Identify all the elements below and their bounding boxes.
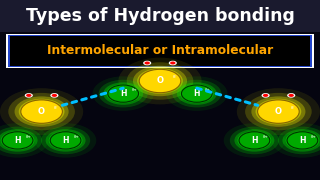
Text: δ⁻: δ⁻	[291, 106, 295, 110]
Circle shape	[258, 100, 299, 123]
Text: H: H	[14, 136, 21, 145]
Circle shape	[0, 88, 83, 135]
Circle shape	[118, 58, 202, 104]
Circle shape	[92, 76, 154, 111]
Bar	[6, 34, 314, 68]
Circle shape	[180, 84, 214, 103]
Bar	[8, 35, 312, 67]
Circle shape	[289, 94, 294, 97]
Circle shape	[35, 123, 96, 158]
Circle shape	[261, 93, 270, 98]
Text: δ+: δ+	[263, 135, 269, 139]
Circle shape	[49, 131, 83, 150]
Text: δ⁻: δ⁻	[54, 106, 59, 110]
Circle shape	[287, 93, 295, 98]
Circle shape	[133, 66, 187, 96]
Circle shape	[26, 94, 31, 97]
Text: Intermolecular or Intramolecular: Intermolecular or Intramolecular	[47, 44, 273, 57]
Text: δ+: δ+	[132, 88, 138, 92]
Circle shape	[50, 93, 59, 98]
Text: δ+: δ+	[205, 88, 211, 92]
Circle shape	[2, 132, 33, 149]
Circle shape	[143, 61, 151, 65]
Text: δ+: δ+	[74, 135, 80, 139]
Circle shape	[166, 76, 228, 111]
Circle shape	[0, 129, 37, 152]
Circle shape	[139, 69, 181, 93]
Circle shape	[245, 93, 312, 130]
Circle shape	[41, 127, 90, 154]
Circle shape	[0, 123, 48, 158]
Circle shape	[255, 99, 301, 125]
Circle shape	[52, 94, 57, 97]
Circle shape	[170, 62, 175, 64]
Circle shape	[50, 132, 81, 149]
Circle shape	[137, 68, 183, 94]
Text: H: H	[251, 136, 258, 145]
Circle shape	[106, 84, 140, 103]
Circle shape	[287, 132, 318, 149]
Circle shape	[278, 127, 320, 154]
Bar	[0, 0, 320, 32]
Circle shape	[239, 132, 270, 149]
Circle shape	[108, 85, 139, 102]
Text: δ⁻: δ⁻	[172, 75, 177, 80]
Circle shape	[172, 80, 221, 107]
Circle shape	[237, 88, 320, 135]
Circle shape	[1, 131, 35, 150]
Circle shape	[224, 123, 285, 158]
Circle shape	[230, 127, 279, 154]
Circle shape	[237, 131, 271, 150]
Circle shape	[252, 96, 305, 127]
Text: H: H	[194, 89, 200, 98]
Circle shape	[21, 100, 62, 123]
Bar	[10, 36, 310, 66]
Text: O: O	[275, 107, 282, 116]
Text: H: H	[62, 136, 69, 145]
Circle shape	[19, 99, 65, 125]
Circle shape	[0, 127, 42, 154]
Circle shape	[263, 94, 268, 97]
Text: H: H	[299, 136, 306, 145]
Circle shape	[99, 80, 148, 107]
Text: O: O	[38, 107, 45, 116]
Circle shape	[46, 129, 85, 152]
Text: O: O	[156, 76, 164, 86]
Circle shape	[272, 123, 320, 158]
Circle shape	[145, 62, 150, 64]
Circle shape	[177, 82, 217, 105]
Circle shape	[127, 62, 193, 100]
Circle shape	[25, 93, 33, 98]
Text: δ+: δ+	[311, 135, 317, 139]
Circle shape	[103, 82, 143, 105]
Circle shape	[8, 93, 75, 130]
Circle shape	[181, 85, 212, 102]
Circle shape	[283, 129, 320, 152]
Circle shape	[15, 96, 69, 127]
Text: Types of Hydrogen bonding: Types of Hydrogen bonding	[26, 7, 294, 25]
Circle shape	[235, 129, 274, 152]
Text: H: H	[120, 89, 126, 98]
Circle shape	[285, 131, 319, 150]
Circle shape	[169, 61, 177, 65]
Text: δ+: δ+	[26, 135, 32, 139]
